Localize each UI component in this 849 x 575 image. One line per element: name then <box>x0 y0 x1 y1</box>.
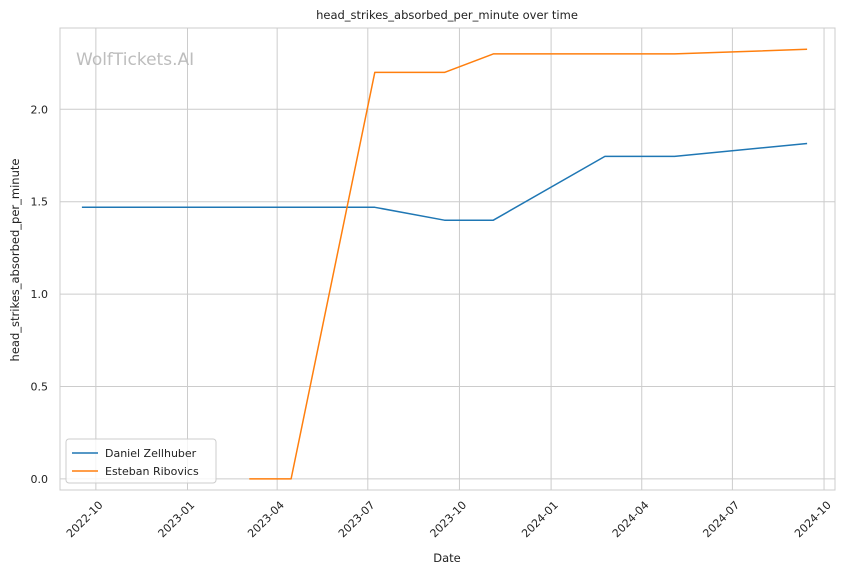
legend-label-daniel-zellhuber: Daniel Zellhuber <box>105 447 197 460</box>
x-tick-label: 2023-01 <box>156 499 198 541</box>
series-layer <box>81 48 808 480</box>
series-line-daniel-zellhuber <box>81 142 808 221</box>
grid <box>60 28 835 490</box>
x-tick-label: 2024-04 <box>610 499 652 541</box>
x-tick-label: 2023-07 <box>336 499 378 541</box>
y-axis-label: head_strikes_absorbed_per_minute <box>8 159 22 362</box>
x-tick-label: 2024-01 <box>519 499 561 541</box>
y-tick-label: 1.5 <box>31 196 49 209</box>
plot-area <box>59 27 836 491</box>
y-tick-label: 1.0 <box>31 288 49 301</box>
x-axis-label: Date <box>433 551 461 565</box>
legend-box <box>65 438 217 484</box>
series-line-esteban-ribovics <box>249 48 808 480</box>
x-tick-label: 2023-04 <box>245 499 287 541</box>
x-tick-labels: 2022-10 2023-01 2023-04 2023-07 2023-10 2024-… <box>64 499 834 541</box>
x-tick-label: 2022-10 <box>64 499 106 541</box>
x-tick-label: 2023-10 <box>428 499 470 541</box>
y-tick-label: 2.0 <box>31 103 49 116</box>
legend: Daniel Zellhuber Esteban Ribovics <box>65 438 217 484</box>
watermark-text: WolfTickets.AI <box>76 50 194 70</box>
y-tick-labels: 0.0 0.5 1.0 1.5 2.0 <box>31 103 49 486</box>
x-tick-label: 2024-07 <box>700 499 742 541</box>
x-tick-label: 2024-10 <box>792 499 834 541</box>
y-tick-label: 0.5 <box>31 381 49 394</box>
legend-label-esteban-ribovics: Esteban Ribovics <box>105 465 199 478</box>
y-tick-label: 0.0 <box>31 473 49 486</box>
chart-title: head_strikes_absorbed_per_minute over ti… <box>316 8 578 22</box>
